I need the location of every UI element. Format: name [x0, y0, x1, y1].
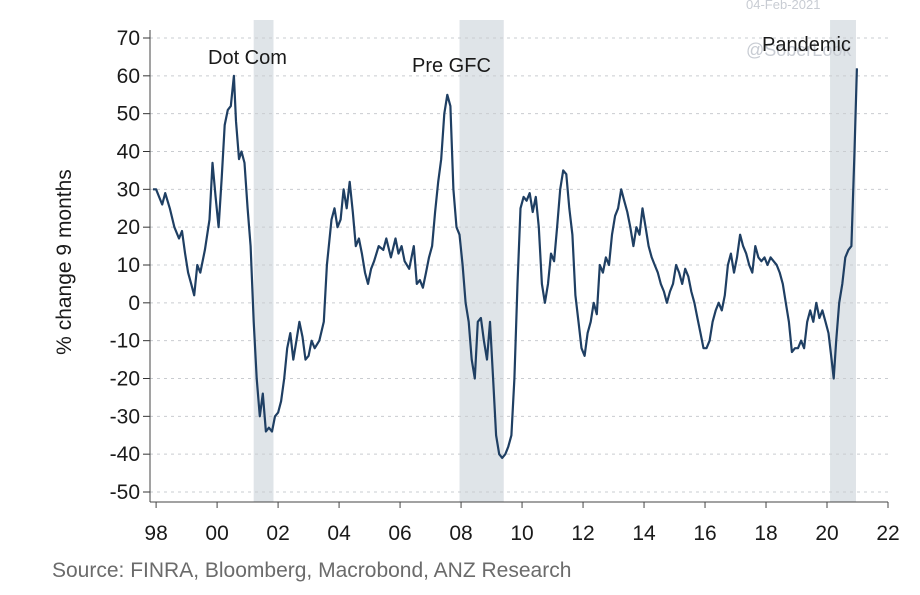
x-tick-label: 14: [632, 522, 656, 545]
annotation-pre-gfc: Pre GFC: [412, 55, 491, 77]
shaded-period-1: [253, 20, 274, 502]
x-axis-ticks: 98 00 02 04 06 08 10 12 14 16 18 20 22: [144, 30, 900, 545]
x-tick-label: 08: [449, 522, 472, 545]
y-tick-label: 40: [117, 141, 140, 164]
series-line: [153, 68, 858, 459]
y-tick-label: 20: [117, 216, 140, 239]
x-tick-label: 06: [388, 522, 411, 545]
x-tick-label: 00: [205, 522, 228, 545]
y-tick-label: -10: [110, 330, 140, 353]
source-note: Source: FINRA, Bloomberg, Macrobond, ANZ…: [52, 559, 572, 582]
x-tick-label: 16: [693, 522, 716, 545]
x-tick-label: 20: [815, 522, 838, 545]
x-tick-label: 02: [266, 522, 289, 545]
y-tick-label: 70: [117, 27, 140, 50]
x-tick-label: 18: [754, 522, 777, 545]
y-tick-label: -20: [110, 368, 140, 391]
y-tick-label: -30: [110, 405, 140, 428]
y-tick-label: 0: [128, 292, 140, 315]
annotation-dot-com: Dot Com: [208, 47, 287, 69]
x-tick-label: 04: [327, 522, 351, 545]
shaded-period-2: [459, 20, 504, 502]
y-axis-ticks: 70 60 50 40 30 20 10 0 -10 -20 -30 -40 -50: [110, 27, 150, 504]
x-tick-label: 12: [571, 522, 594, 545]
shaded-period-3: [830, 20, 856, 502]
y-tick-label: -50: [110, 481, 140, 504]
y-tick-label: 30: [117, 178, 140, 201]
x-tick-label: 22: [876, 522, 899, 545]
y-tick-label: 10: [117, 254, 140, 277]
y-axis-label: % change 9 months: [53, 169, 76, 355]
x-tick-label: 98: [144, 522, 167, 545]
y-tick-label: -40: [110, 443, 140, 466]
x-tick-label: 10: [510, 522, 533, 545]
y-tick-label: 60: [117, 65, 140, 88]
watermark-date: 04-Feb-2021: [746, 0, 820, 12]
annotation-pandemic: Pandemic: [762, 34, 851, 56]
watermark-handle: @SoberLook: [746, 40, 852, 60]
y-tick-label: 50: [117, 103, 140, 126]
